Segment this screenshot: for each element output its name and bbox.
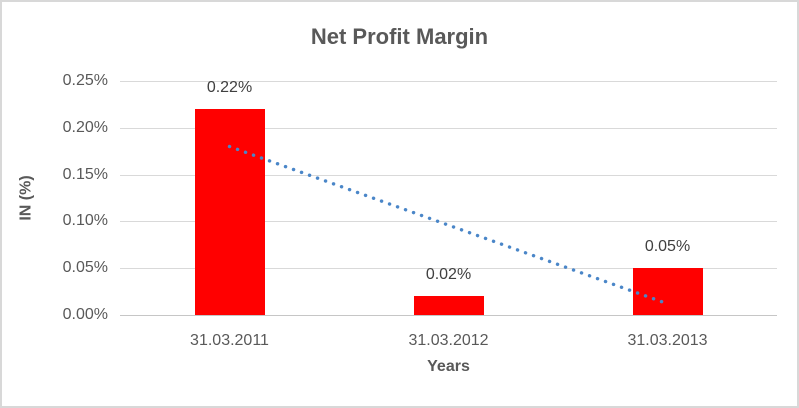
bar: [632, 268, 703, 315]
x-category-label: 31.03.2011: [190, 332, 269, 349]
x-axis-title: Years: [427, 358, 470, 375]
y-tick-label: 0.25%: [62, 72, 108, 89]
bar: [413, 296, 484, 315]
y-tick-label: 0.15%: [62, 165, 108, 183]
y-axis-title-wrap: IN (%): [14, 81, 40, 315]
y-tick-label: 0.10%: [62, 212, 108, 230]
x-axis-line: [120, 315, 777, 316]
y-tick-label: 0.20%: [62, 118, 108, 136]
gridline: [120, 127, 777, 129]
bar: [194, 109, 265, 315]
y-tick-label: 0.00%: [62, 306, 108, 323]
y-tick-label: 0.05%: [62, 259, 108, 277]
gridline: [120, 81, 777, 82]
bar-data-label: 0.05%: [644, 238, 691, 256]
bar-data-label: 0.02%: [425, 266, 472, 284]
x-category-label: 31.03.2012: [408, 332, 489, 349]
bar-data-label: 0.22%: [206, 79, 253, 97]
chart-title: Net Profit Margin: [310, 24, 489, 49]
x-category-label: 31.03.2013: [627, 332, 708, 349]
